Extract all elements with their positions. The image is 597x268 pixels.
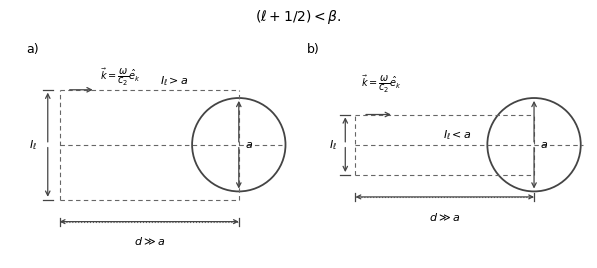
Text: $I_\ell > a$: $I_\ell > a$ [160, 75, 189, 88]
Text: $d \gg a$: $d \gg a$ [429, 211, 460, 223]
Text: b): b) [307, 43, 320, 56]
Text: $a$: $a$ [245, 140, 253, 150]
Text: $(\ell + 1/2) < \beta.$: $(\ell + 1/2) < \beta.$ [256, 8, 341, 26]
Text: $a$: $a$ [540, 140, 549, 150]
Text: a): a) [26, 43, 39, 56]
Text: $\vec{k} = \dfrac{\omega}{c_2}\hat{e}_k$: $\vec{k} = \dfrac{\omega}{c_2}\hat{e}_k$ [100, 67, 141, 88]
Text: $I_\ell < a$: $I_\ell < a$ [443, 128, 472, 142]
Text: $\vec{k} = \dfrac{\omega}{c_2}\hat{e}_k$: $\vec{k} = \dfrac{\omega}{c_2}\hat{e}_k$ [361, 74, 402, 95]
Text: $d \gg a$: $d \gg a$ [134, 235, 165, 247]
Text: $I_\ell$: $I_\ell$ [29, 138, 38, 152]
Text: $I_\ell$: $I_\ell$ [328, 138, 337, 152]
